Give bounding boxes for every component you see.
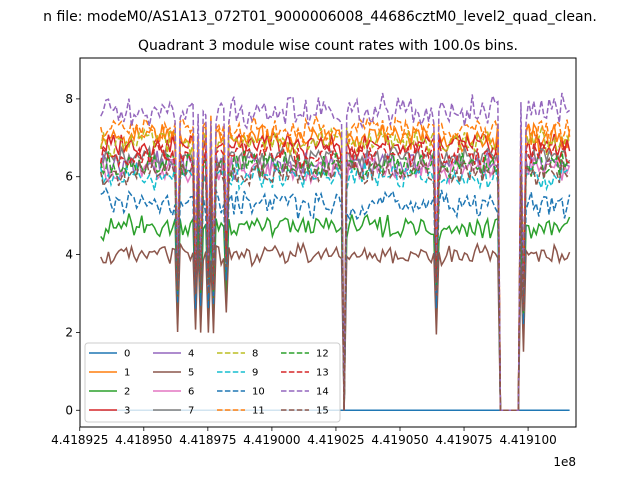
x-offset-label: 1e8 [553,455,576,469]
x-tick-label: 4.419050 [371,433,428,447]
series-line-13 [100,138,570,412]
series-line-14 [100,92,571,412]
chart-title: Quadrant 3 module wise count rates with … [138,38,518,54]
legend-label: 9 [252,368,258,379]
series-line-15 [100,156,571,412]
legend-label: 14 [316,387,329,398]
x-tick-label: 4.418975 [179,433,236,447]
legend-label: 2 [124,387,130,398]
legend-label: 1 [124,368,130,379]
x-tick-label: 4.418925 [51,433,108,447]
legend-label: 8 [252,349,258,360]
y-tick-label: 0 [65,403,73,417]
x-tick-label: 4.419025 [307,433,364,447]
series-layer [100,92,571,412]
legend-label: 7 [188,406,194,417]
y-axis: 0 2 4 6 8 [65,92,80,417]
series-line-12 [100,149,571,412]
x-tick-label: 4.418950 [115,433,172,447]
x-tick-label: 4.419075 [435,433,492,447]
x-tick-label: 4.419100 [499,433,556,447]
legend-label: 12 [316,349,329,360]
y-tick-label: 2 [65,325,73,339]
y-tick-label: 4 [65,248,73,262]
legend-label: 3 [124,406,130,417]
legend-label: 5 [188,368,194,379]
axes-frame [79,57,577,428]
legend-label: 10 [252,387,265,398]
legend-frame [84,342,341,423]
figure-suptitle: n file: modeM0/AS1A13_072T01_9000006008_… [43,9,597,25]
legend-label: 15 [316,406,329,417]
x-axis: 4.418925 4.418950 4.418975 4.419000 4.419025… [51,427,557,447]
series-line-5 [100,241,571,412]
legend-label: 11 [252,406,265,417]
legend-label: 4 [188,349,194,360]
y-tick-label: 6 [65,170,73,184]
legend-label: 0 [124,349,130,360]
legend-label: 6 [188,387,194,398]
y-tick-label: 8 [65,92,73,106]
x-tick-label: 4.419000 [243,433,300,447]
legend-label: 13 [316,368,329,379]
